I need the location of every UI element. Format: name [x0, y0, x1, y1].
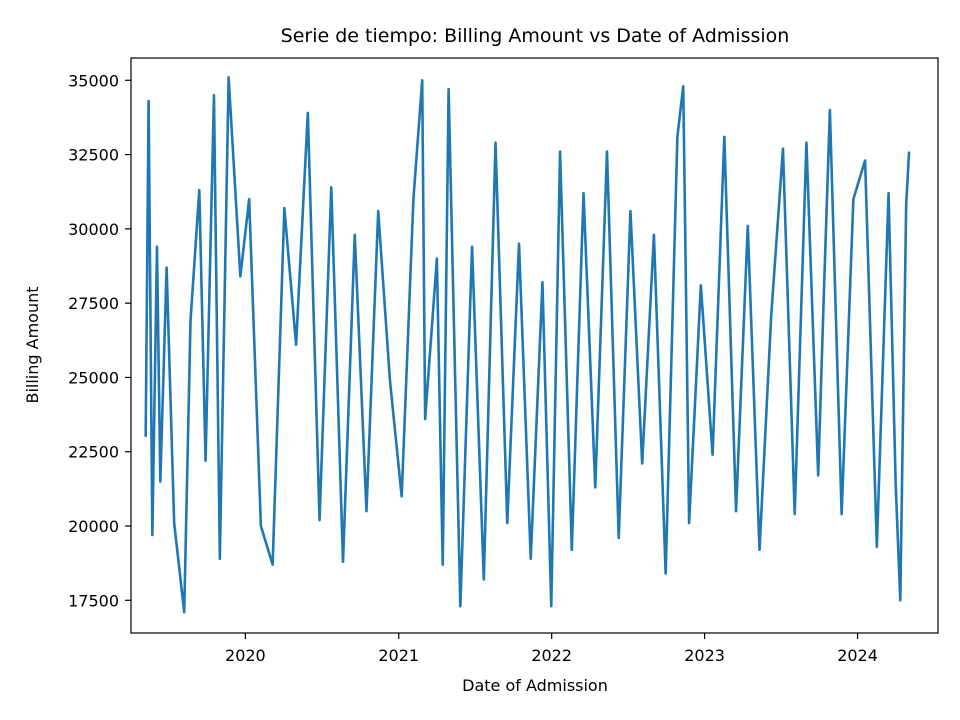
y-tick-label: 22500	[68, 443, 119, 462]
axes-frame	[130, 57, 939, 634]
billing-amount-line	[144, 76, 911, 614]
y-axis-ticks: 17500 20000 22500 25000 27500 30000 32500 35000	[68, 71, 131, 610]
x-tick-label: 2022	[531, 646, 572, 665]
y-tick-label: 35000	[68, 71, 119, 90]
x-tick-label: 2020	[225, 646, 266, 665]
y-tick-label: 32500	[68, 146, 119, 165]
y-axis-title: Billing Amount	[23, 286, 42, 403]
x-tick-label: 2021	[378, 646, 419, 665]
y-tick-label: 20000	[68, 517, 119, 536]
x-axis-ticks: 2020 2021 2022 2023 2024	[225, 633, 878, 665]
y-tick-label: 25000	[68, 368, 119, 387]
plot-area	[144, 76, 911, 614]
x-tick-label: 2023	[684, 646, 725, 665]
y-tick-label: 30000	[68, 220, 119, 239]
x-axis-title: Date of Admission	[462, 676, 608, 695]
y-tick-label: 27500	[68, 294, 119, 313]
y-tick-label: 17500	[68, 591, 119, 610]
chart-title: Serie de tiempo: Billing Amount vs Date …	[281, 25, 790, 47]
x-tick-label: 2024	[837, 646, 878, 665]
